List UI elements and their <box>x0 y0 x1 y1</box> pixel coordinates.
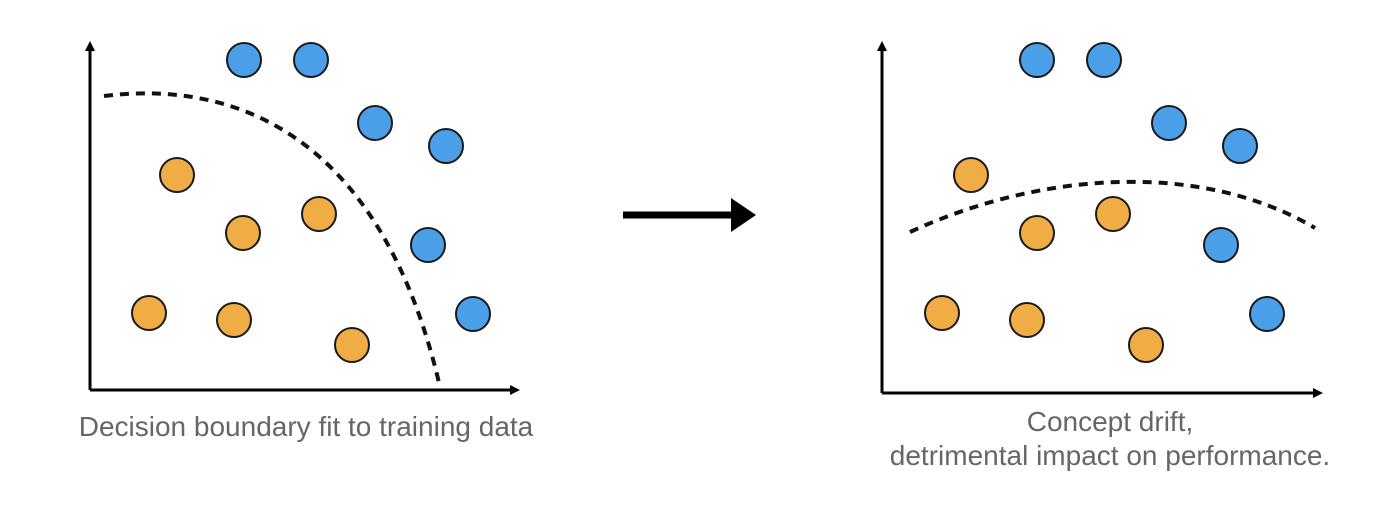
right-point-orange <box>953 157 989 193</box>
right-point-blue <box>1222 128 1258 164</box>
left-point-orange <box>159 157 195 193</box>
right-data-points <box>924 42 1285 363</box>
right-point-orange <box>1128 327 1164 363</box>
left-caption: Decision boundary fit to training data <box>78 411 534 442</box>
left-point-blue <box>293 42 329 78</box>
right-caption-line-1: Concept drift, <box>1026 406 1194 437</box>
left-point-orange <box>334 327 370 363</box>
right-point-blue <box>1019 42 1055 78</box>
left-point-orange <box>225 215 261 251</box>
right-panel <box>877 41 1323 398</box>
left-point-blue <box>428 128 464 164</box>
right-arrow-icon <box>623 198 756 232</box>
left-point-blue <box>226 42 262 78</box>
right-axes <box>877 41 1323 398</box>
left-point-orange <box>131 295 167 331</box>
left-panel <box>85 41 520 395</box>
right-caption-line-2: detrimental impact on performance. <box>889 440 1331 471</box>
left-point-orange <box>216 302 252 338</box>
right-caption: Concept drift, detrimental impact on per… <box>830 405 1390 473</box>
right-point-blue <box>1203 227 1239 263</box>
right-decision-boundary <box>909 179 1317 234</box>
left-point-blue <box>410 227 446 263</box>
right-point-orange <box>1019 215 1055 251</box>
left-decision-boundary <box>103 91 442 388</box>
left-point-orange <box>301 196 337 232</box>
left-data-points <box>131 42 491 363</box>
right-point-orange <box>1095 196 1131 232</box>
right-point-blue <box>1249 296 1285 332</box>
right-point-blue <box>1151 105 1187 141</box>
right-point-blue <box>1086 42 1122 78</box>
left-point-blue <box>455 296 491 332</box>
right-point-orange <box>924 295 960 331</box>
left-point-blue <box>357 105 393 141</box>
right-point-orange <box>1009 302 1045 338</box>
left-axes <box>85 41 520 395</box>
